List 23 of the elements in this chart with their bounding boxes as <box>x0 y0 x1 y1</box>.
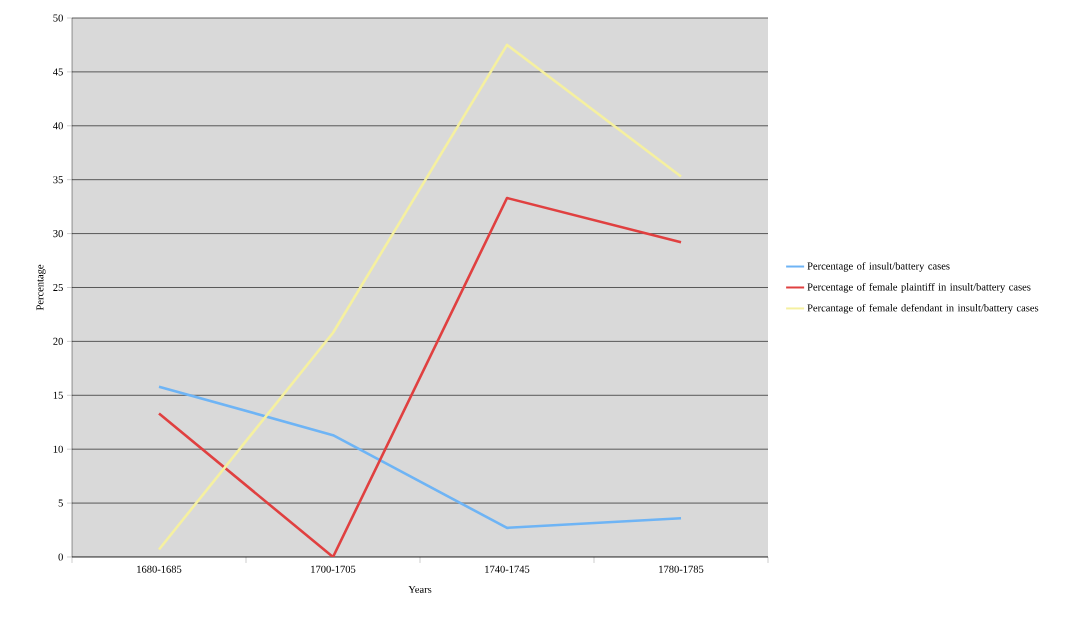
y-tick-label: 0 <box>58 553 63 561</box>
y-tick-label: 35 <box>53 176 63 184</box>
y-tick-label: 25 <box>53 283 63 292</box>
line-series <box>157 385 683 530</box>
y-tick-label: 15 <box>53 391 63 399</box>
y-tick-label: 20 <box>53 337 63 345</box>
x-tick-label: 1780-1785 <box>659 565 704 573</box>
x-tick-label: 1700-1705 <box>311 565 356 573</box>
y-tick-label: 10 <box>53 445 63 453</box>
y-tick-label: 45 <box>53 68 63 76</box>
line-series <box>157 196 683 557</box>
legend-label: Percantage of female defendant in insult/battery cases <box>807 303 1039 314</box>
y-tick-label: 40 <box>53 122 63 130</box>
legend-label: Percentage of female plaintiff in insult/battery cases <box>807 283 1031 293</box>
legend-label: Percentage of insult/battery cases <box>807 262 950 272</box>
y-axis-title: Percentage <box>36 264 46 311</box>
x-axis-title: Years <box>408 585 432 593</box>
line-series <box>157 43 683 551</box>
y-tick-label: 30 <box>53 230 63 238</box>
y-tick-label: 50 <box>53 14 63 22</box>
x-tick-label: 1680-1685 <box>137 565 182 573</box>
x-tick-label: 1740-1745 <box>485 565 530 573</box>
y-tick-label: 5 <box>58 499 63 507</box>
